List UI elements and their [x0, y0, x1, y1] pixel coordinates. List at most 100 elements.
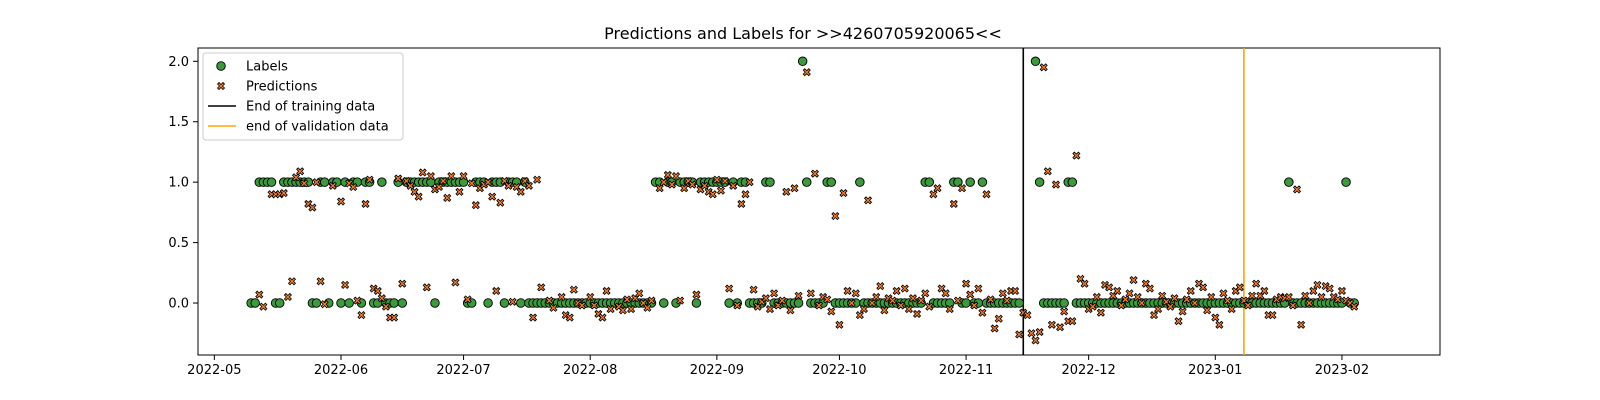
prediction-point: [647, 296, 656, 305]
label-point: [855, 177, 865, 187]
prediction-point: [373, 286, 382, 296]
prediction-point: [917, 296, 926, 305]
prediction-point: [978, 308, 987, 317]
prediction-point: [1129, 275, 1138, 285]
x-tick-label: 2023-01: [1188, 363, 1242, 378]
prediction-point: [966, 290, 975, 299]
x-tick-label: 2022-05: [187, 363, 241, 378]
prediction-point: [880, 306, 889, 315]
prediction-point: [300, 179, 309, 188]
prediction-point: [524, 181, 533, 190]
x-tick-label: 2022-06: [314, 363, 368, 378]
prediction-point: [537, 283, 546, 292]
prediction-point: [545, 296, 554, 305]
prediction-point: [749, 285, 758, 294]
label-point: [319, 177, 330, 187]
prediction-point: [463, 295, 472, 304]
prediction-point: [1154, 305, 1163, 314]
prediction-point: [353, 296, 362, 305]
prediction-point: [1186, 286, 1195, 296]
prediction-point: [377, 294, 386, 303]
prediction-point: [496, 198, 505, 207]
prediction-point: [839, 188, 848, 198]
x-tick-label: 2022-11: [939, 363, 993, 378]
prediction-point: [998, 289, 1007, 298]
prediction-point: [291, 173, 301, 182]
prediction-point: [1252, 279, 1261, 288]
prediction-point: [741, 190, 750, 199]
prediction-point: [949, 199, 958, 208]
prediction-point: [459, 172, 468, 181]
prediction-point: [488, 192, 497, 201]
prediction-point: [622, 295, 632, 304]
prediction-point: [835, 320, 844, 329]
prediction-point: [1268, 311, 1277, 320]
label-point: [1341, 177, 1351, 187]
prediction-point: [336, 197, 346, 206]
prediction-point: [794, 291, 803, 300]
prediction-point: [381, 302, 390, 311]
prediction-point: [627, 305, 636, 314]
prediction-point: [492, 286, 501, 296]
prediction-point: [1174, 317, 1183, 326]
prediction-point: [1170, 294, 1179, 303]
legend-labels-marker: [216, 61, 226, 71]
prediction-point: [692, 290, 701, 299]
prediction-point: [1002, 296, 1011, 305]
prediction-point: [484, 178, 493, 187]
prediction-point: [390, 313, 399, 322]
prediction-point: [1060, 307, 1069, 316]
prediction-point: [863, 196, 873, 205]
prediction-point: [708, 190, 717, 199]
prediction-point: [847, 298, 856, 308]
label-point: [274, 298, 285, 308]
prediction-point: [549, 303, 558, 312]
prediction-point: [557, 292, 566, 302]
prediction-point: [1350, 302, 1359, 311]
prediction-point: [1096, 308, 1105, 317]
label-point: [377, 177, 387, 187]
prediction-point: [769, 289, 779, 298]
prediction-point: [1039, 63, 1048, 72]
label-point: [389, 298, 399, 308]
prediction-point: [892, 286, 901, 296]
prediction-point: [810, 169, 819, 178]
prediction-point: [255, 290, 264, 299]
prediction-point: [778, 296, 787, 305]
prediction-point: [843, 286, 852, 296]
prediction-point: [1031, 336, 1040, 345]
prediction-point: [888, 296, 897, 305]
prediction-point: [1088, 302, 1097, 311]
prediction-point: [737, 199, 746, 208]
label-point: [961, 298, 971, 308]
prediction-point: [1301, 291, 1310, 300]
legend-box: [202, 52, 404, 141]
prediction-point: [434, 182, 444, 192]
prediction-point: [1072, 151, 1081, 160]
prediction-point: [565, 313, 574, 322]
prediction-point: [974, 284, 983, 293]
prediction-point: [341, 280, 350, 289]
prediction-point: [802, 68, 811, 77]
prediction-point: [1190, 298, 1199, 308]
x-tick-label: 2023-02: [1315, 363, 1369, 378]
label-point: [691, 298, 702, 308]
prediction-point: [279, 188, 288, 198]
chart-title: Predictions and Labels for >>42607059200…: [604, 24, 1002, 43]
legend-label: end of validation data: [246, 120, 389, 135]
prediction-point: [1211, 313, 1220, 322]
prediction-point: [782, 187, 791, 196]
prediction-point: [1080, 279, 1089, 288]
prediction-point: [806, 289, 815, 298]
prediction-point: [659, 178, 668, 187]
prediction-point: [1023, 311, 1032, 320]
prediction-point: [394, 174, 403, 183]
label-point: [266, 177, 277, 187]
prediction-point: [733, 301, 742, 310]
y-tick-label: 2.0: [168, 55, 189, 70]
prediction-point: [312, 178, 321, 187]
prediction-point: [1125, 289, 1134, 298]
prediction-point: [761, 294, 770, 303]
prediction-point: [814, 301, 824, 310]
label-point: [659, 298, 669, 308]
